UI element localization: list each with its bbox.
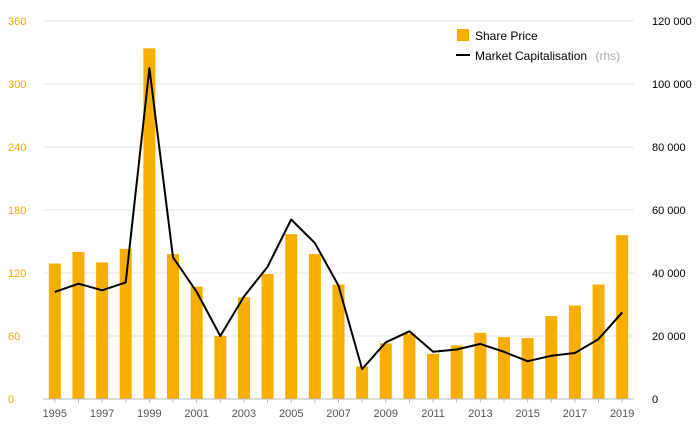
- x-tick-label: 2001: [184, 408, 208, 420]
- x-tick-label: 2017: [563, 408, 587, 420]
- bar-2003: [237, 297, 250, 399]
- bar-2016: [545, 316, 558, 399]
- left-tick-label: 180: [8, 205, 26, 217]
- bar-2007: [332, 284, 345, 399]
- x-tick-label: 2007: [326, 408, 350, 420]
- x-tick-label: 2013: [468, 408, 492, 420]
- x-tick-label: 1995: [43, 408, 67, 420]
- bar-2015: [521, 338, 534, 399]
- left-tick-label: 60: [8, 331, 20, 343]
- right-tick-label: 80 000: [652, 142, 686, 154]
- bar-2014: [497, 337, 510, 399]
- x-tick-label: 2019: [610, 408, 634, 420]
- bar-1997: [96, 262, 109, 399]
- right-tick-label: 60 000: [652, 205, 686, 217]
- right-tick-label: 40 000: [652, 268, 686, 280]
- right-axis-ticks: 0 20 000 40 000 60 000 80 000 100 000 120 000: [652, 16, 692, 406]
- x-axis-ticks: 1995 1997 1999 2001 2003 2005 2007 2009 2011 2013…: [43, 399, 634, 420]
- share-price-bars: [48, 48, 629, 400]
- bar-2001: [190, 286, 203, 399]
- x-tick-label: 2011: [421, 408, 445, 420]
- bar-2012: [450, 345, 463, 399]
- bar-2000: [167, 254, 180, 399]
- market-cap-line: [54, 67, 623, 371]
- bar-2006: [308, 254, 321, 399]
- bar-2005: [285, 234, 298, 399]
- x-tick-label: 2015: [515, 408, 539, 420]
- bar-2019: [616, 235, 629, 399]
- x-tick-label: 2009: [374, 408, 398, 420]
- legend-label-share-price: Share Price: [475, 29, 538, 43]
- legend: Share Price Market Capitalisation (rhs): [456, 29, 620, 64]
- legend-swatch-share-price: [457, 29, 469, 41]
- left-tick-label: 120: [8, 268, 26, 280]
- bar-1999: [143, 48, 156, 400]
- legend-label-market-cap-name: Market Capitalisation: [475, 49, 587, 63]
- bar-1998: [119, 248, 132, 399]
- x-tick-label: 1997: [90, 408, 114, 420]
- right-tick-label: 100 000: [652, 79, 692, 91]
- bar-2004: [261, 274, 274, 399]
- bar-2011: [427, 353, 440, 399]
- bar-1995: [48, 263, 61, 399]
- x-tick-label: 2005: [279, 408, 303, 420]
- x-tick-label: 1999: [137, 408, 161, 420]
- right-tick-label: 20 000: [652, 331, 686, 343]
- bar-2002: [214, 336, 227, 399]
- left-tick-label: 0: [8, 394, 14, 406]
- bar-2018: [592, 284, 605, 399]
- left-tick-label: 240: [8, 142, 26, 154]
- bar-1996: [72, 252, 85, 399]
- right-tick-label: 120 000: [652, 16, 692, 28]
- x-tick-label: 2003: [232, 408, 256, 420]
- legend-label-market-cap-unit: (rhs): [596, 49, 621, 63]
- bar-2013: [474, 332, 487, 399]
- left-tick-label: 360: [8, 16, 26, 28]
- bar-2010: [403, 333, 416, 399]
- left-tick-label: 300: [8, 79, 26, 91]
- bar-2009: [379, 343, 392, 399]
- bar-2008: [356, 366, 369, 399]
- right-tick-label: 0: [652, 394, 658, 406]
- left-axis-ticks: 0 60 120 180 240 300 360: [8, 16, 26, 406]
- legend-label-market-cap: Market Capitalisation (rhs): [475, 47, 620, 64]
